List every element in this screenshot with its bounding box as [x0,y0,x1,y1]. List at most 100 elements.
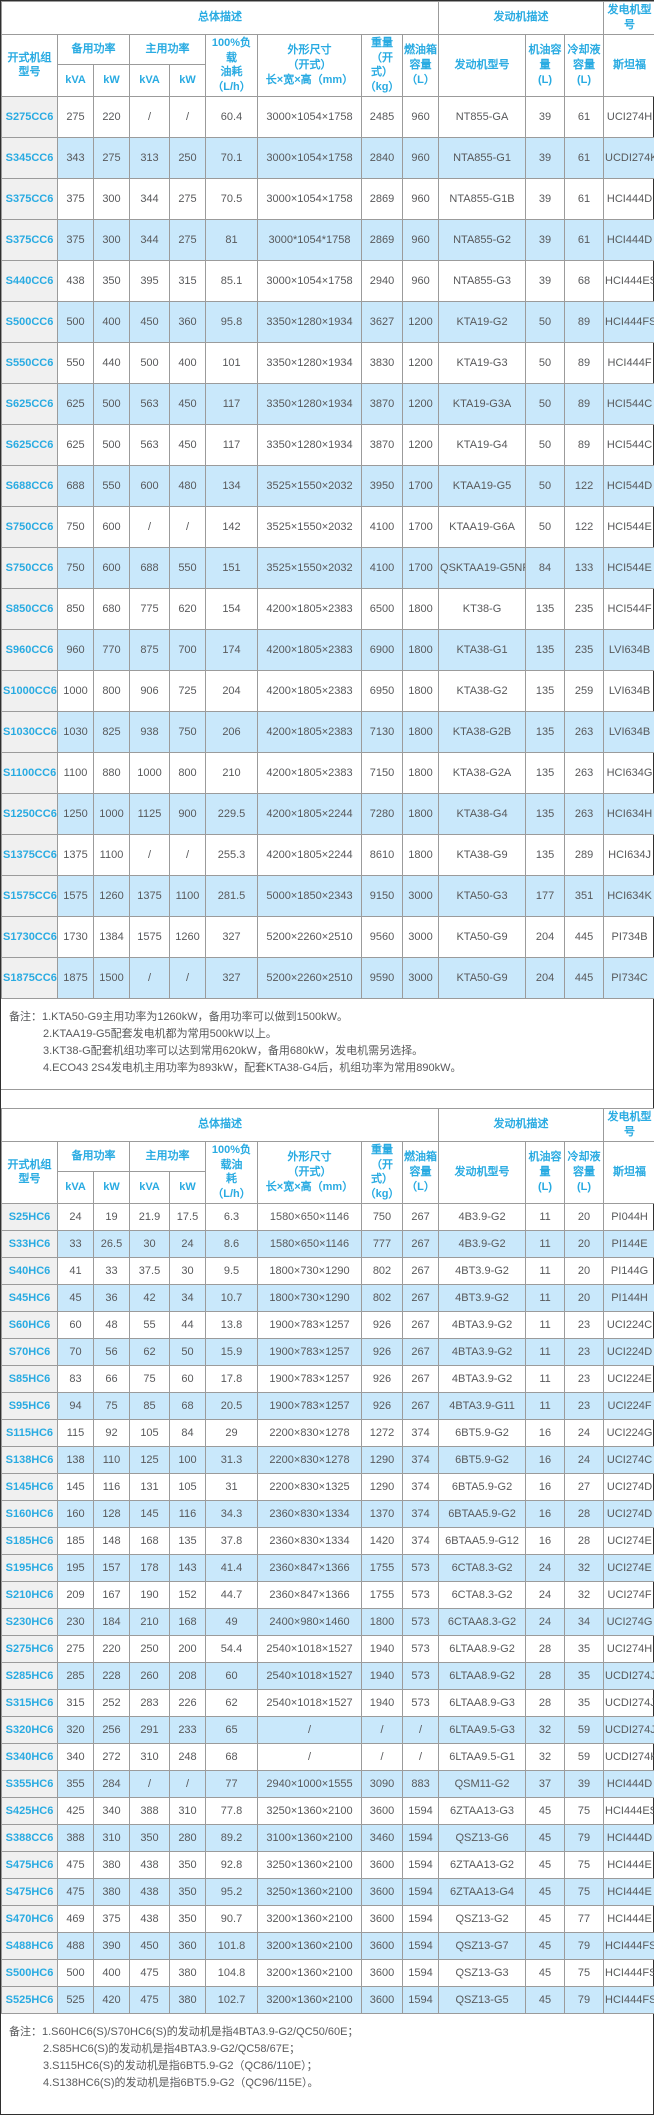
model-link[interactable]: S425HC6 [2,1798,58,1825]
cell-prime-kw: 900 [170,794,206,835]
cell-standby-kva: 33 [58,1231,94,1258]
model-link[interactable]: S345CC6 [2,138,58,179]
cell-standby-kw: 880 [94,753,130,794]
cell-engine-model: KTA38-G2B [439,712,526,753]
model-link[interactable]: S850CC6 [2,589,58,630]
model-link[interactable]: S138HC6 [2,1447,58,1474]
model-link[interactable]: S625CC6 [2,425,58,466]
model-link[interactable]: S1375CC6 [2,835,58,876]
unit-header-kva: kVA [130,64,170,97]
cell-standby-kva: 315 [58,1690,94,1717]
model-link[interactable]: S1575CC6 [2,876,58,917]
cell-dims: 3000×1054×1758 [258,261,362,302]
model-link[interactable]: S210HC6 [2,1582,58,1609]
cell-weight: / [362,1717,403,1744]
model-link[interactable]: S1000CC6 [2,671,58,712]
cell-engine-model: KTA38-G2A [439,753,526,794]
model-link[interactable]: S60HC6 [2,1312,58,1339]
cell-engine-model: 6ZTAA13-G4 [439,1879,526,1906]
model-link[interactable]: S275CC6 [2,97,58,138]
cell-prime-kva: 30 [130,1231,170,1258]
model-link[interactable]: S340HC6 [2,1744,58,1771]
model-link[interactable]: S475HC6 [2,1852,58,1879]
model-link[interactable]: S185HC6 [2,1528,58,1555]
cell-prime-kva: 178 [130,1555,170,1582]
group-header-overall-description: 总体描述 [2,2,439,35]
cell-prime-kw: 350 [170,1879,206,1906]
cell-engine-model: KTAA19-G6A [439,507,526,548]
cell-fuel: 95.2 [206,1879,258,1906]
cell-standby-kw: 340 [94,1798,130,1825]
model-link[interactable]: S1250CC6 [2,794,58,835]
model-link[interactable]: S320HC6 [2,1717,58,1744]
model-link[interactable]: S500CC6 [2,302,58,343]
model-link[interactable]: S525HC6 [2,1987,58,2014]
model-link[interactable]: S440CC6 [2,261,58,302]
cell-oil: 135 [526,671,565,712]
cell-dims: 4200×1805×2383 [258,589,362,630]
model-link[interactable]: S1100CC6 [2,753,58,794]
model-link[interactable]: S375CC6 [2,220,58,261]
cell-dims: 4200×1805×2383 [258,753,362,794]
model-link[interactable]: S470HC6 [2,1906,58,1933]
model-link[interactable]: S160HC6 [2,1501,58,1528]
cell-tank: 1800 [403,630,439,671]
model-link[interactable]: S550CC6 [2,343,58,384]
model-link[interactable]: S195HC6 [2,1555,58,1582]
cell-stamford: UCDI274K [604,1744,654,1771]
model-link[interactable]: S475HC6 [2,1879,58,1906]
model-link[interactable]: S315HC6 [2,1690,58,1717]
cell-weight: 6900 [362,630,403,671]
cell-stamford: PI734C [604,958,654,999]
cell-coolant: 32 [565,1555,604,1582]
cell-dims: 2940×1000×1555 [258,1771,362,1798]
cell-prime-kva: 62 [130,1339,170,1366]
model-link[interactable]: S275HC6 [2,1636,58,1663]
model-link[interactable]: S1030CC6 [2,712,58,753]
cell-weight: 3600 [362,1933,403,1960]
model-link[interactable]: S230HC6 [2,1609,58,1636]
cell-standby-kw: 92 [94,1420,130,1447]
model-link[interactable]: S40HC6 [2,1258,58,1285]
model-link[interactable]: S45HC6 [2,1285,58,1312]
cell-tank: 1200 [403,302,439,343]
model-link[interactable]: S625CC6 [2,384,58,425]
cell-tank: 1700 [403,548,439,589]
cell-prime-kva: 168 [130,1528,170,1555]
cell-prime-kw: 620 [170,589,206,630]
model-link[interactable]: S750CC6 [2,548,58,589]
model-link[interactable]: S500HC6 [2,1960,58,1987]
model-link[interactable]: S388CC6 [2,1825,58,1852]
model-link[interactable]: S25HC6 [2,1204,58,1231]
model-link[interactable]: S33HC6 [2,1231,58,1258]
cell-fuel: 134 [206,466,258,507]
model-link[interactable]: S750CC6 [2,507,58,548]
model-link[interactable]: S1875CC6 [2,958,58,999]
cell-fuel: 62 [206,1690,258,1717]
cell-prime-kw: 400 [170,343,206,384]
model-link[interactable]: S1730CC6 [2,917,58,958]
model-link[interactable]: S95HC6 [2,1393,58,1420]
model-link[interactable]: S285HC6 [2,1663,58,1690]
model-link[interactable]: S488HC6 [2,1933,58,1960]
cell-weight: 926 [362,1393,403,1420]
cell-standby-kva: 750 [58,548,94,589]
model-link[interactable]: S355HC6 [2,1771,58,1798]
cell-standby-kva: 1030 [58,712,94,753]
cell-engine-model: QSZ13-G6 [439,1825,526,1852]
cell-prime-kw: 68 [170,1393,206,1420]
model-link[interactable]: S960CC6 [2,630,58,671]
model-link[interactable]: S688CC6 [2,466,58,507]
cell-dims: / [258,1744,362,1771]
model-link[interactable]: S145HC6 [2,1474,58,1501]
model-link[interactable]: S375CC6 [2,179,58,220]
note-line: 4.ECO43 2S4发电机主用功率为893kW，配套KTA38-G4后，机组功… [9,1060,645,1077]
model-link[interactable]: S85HC6 [2,1366,58,1393]
cell-tank: 883 [403,1771,439,1798]
model-link[interactable]: S70HC6 [2,1339,58,1366]
model-link[interactable]: S115HC6 [2,1420,58,1447]
